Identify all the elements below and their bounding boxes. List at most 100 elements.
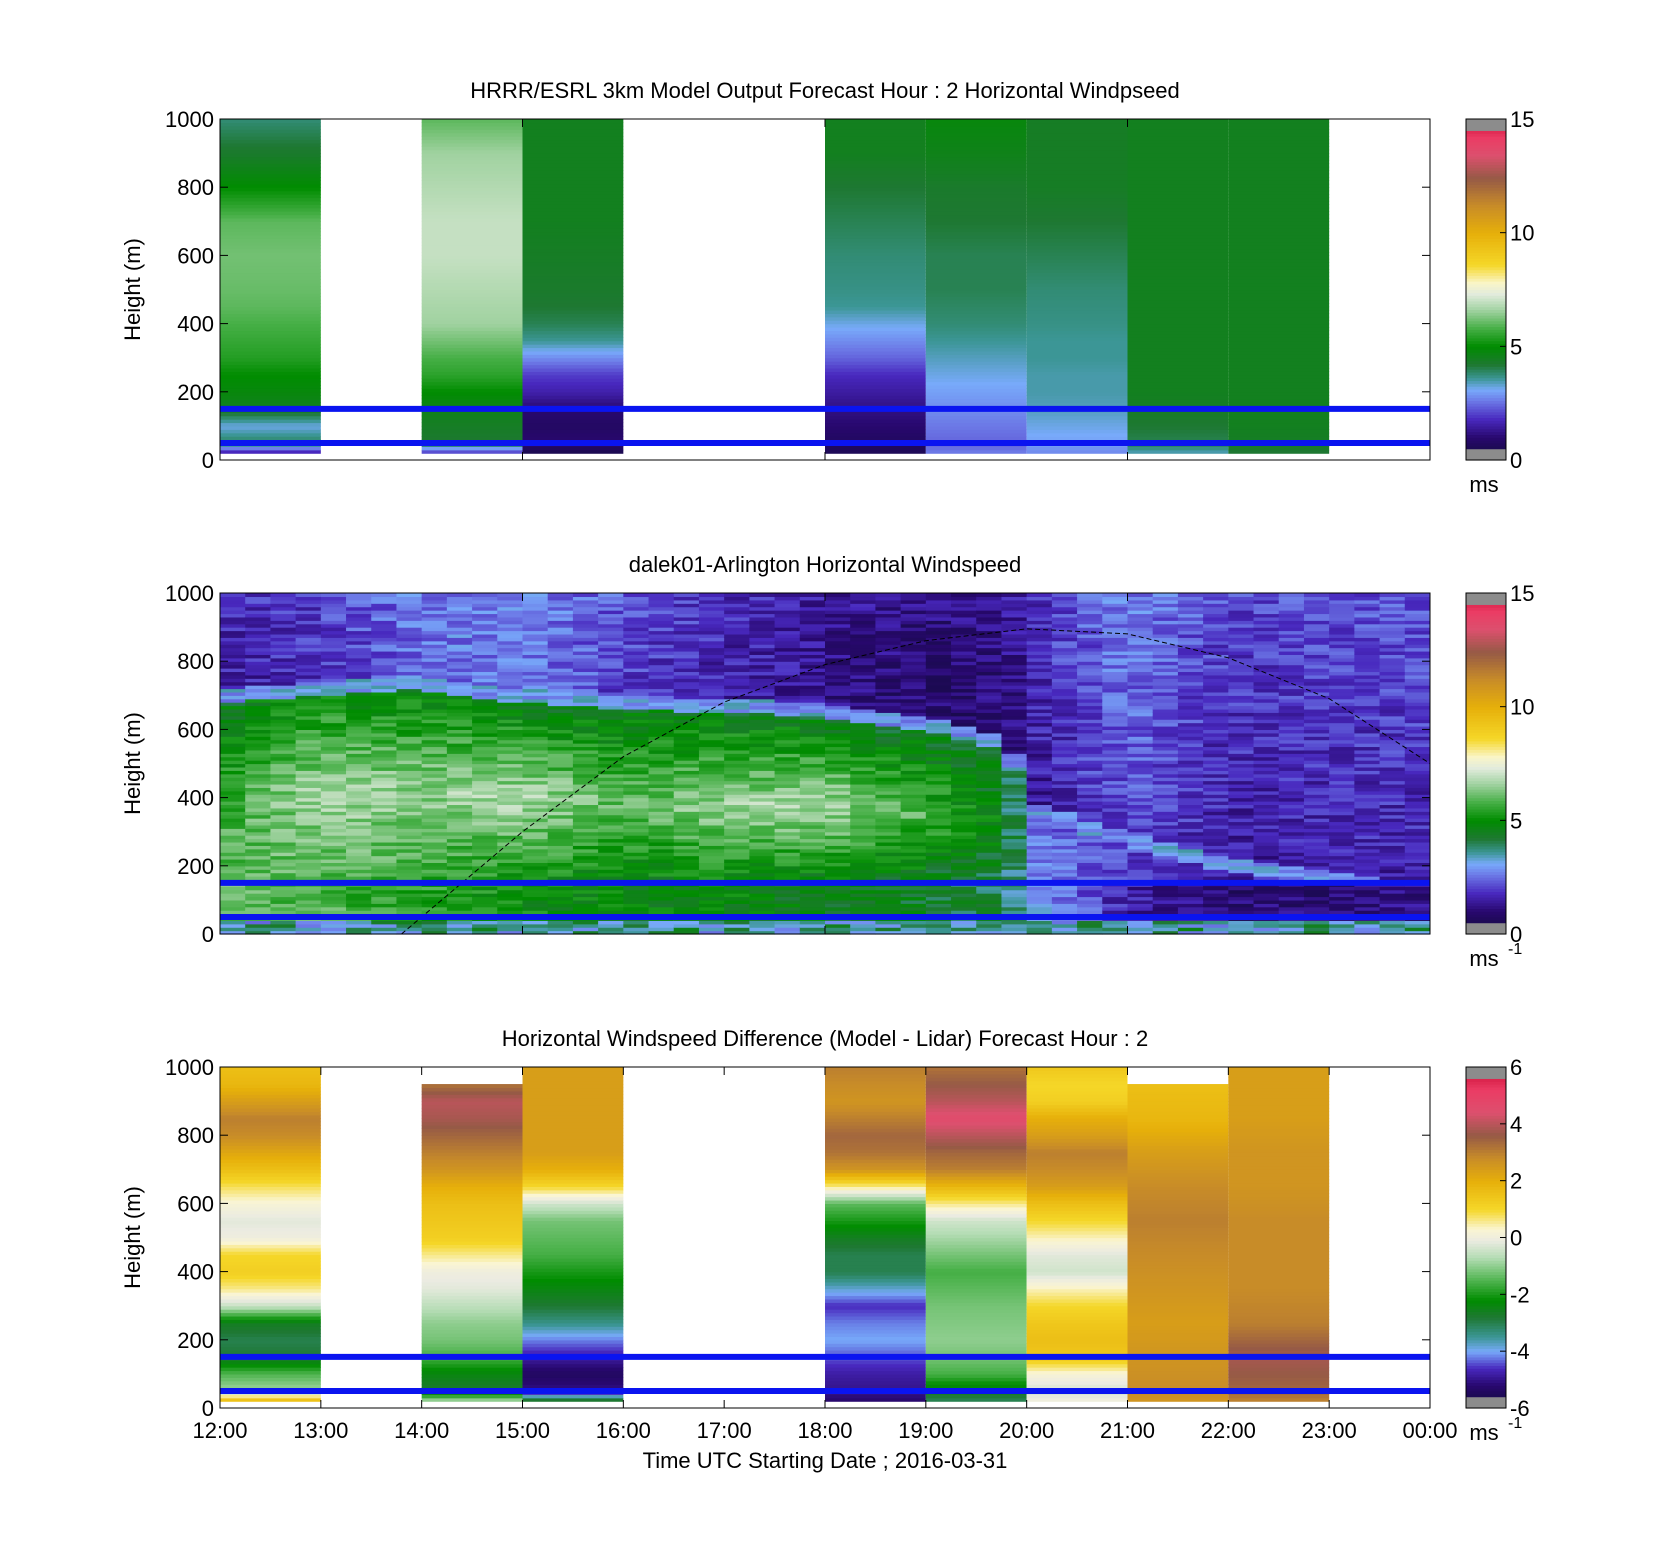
- heatmap-cell: [1102, 872, 1128, 877]
- heatmap-cell: [774, 610, 801, 615]
- heatmap-cell: [1127, 139, 1229, 144]
- heatmap-cell: [623, 603, 650, 608]
- heatmap-cell: [774, 657, 801, 662]
- heatmap-cell: [1026, 204, 1128, 209]
- heatmap-cell: [976, 708, 1002, 713]
- heatmap-cell: [421, 749, 448, 754]
- colorbar-segment: [1466, 320, 1506, 325]
- heatmap-cell: [1001, 760, 1028, 765]
- heatmap-cell: [446, 794, 473, 799]
- heatmap-cell: [749, 783, 776, 788]
- heatmap-cell: [698, 688, 725, 693]
- heatmap-cell: [522, 691, 549, 696]
- heatmap-cell: [925, 899, 952, 904]
- heatmap-cell: [396, 801, 423, 806]
- heatmap-cell: [825, 838, 851, 843]
- heatmap-cell: [346, 818, 372, 823]
- heatmap-cell: [1001, 899, 1028, 904]
- heatmap-cell: [825, 654, 851, 659]
- heatmap-cell: [1051, 695, 1078, 700]
- heatmap-cell: [925, 664, 952, 669]
- heatmap-cell: [1001, 838, 1028, 843]
- heatmap-cell: [472, 599, 498, 604]
- heatmap-cell: [497, 732, 523, 737]
- heatmap-cell: [472, 657, 498, 662]
- heatmap-cell: [976, 889, 1002, 894]
- heatmap-cell: [270, 725, 297, 730]
- heatmap-cell: [270, 623, 297, 628]
- heatmap-cell: [925, 163, 1027, 168]
- heatmap-cell: [371, 739, 397, 744]
- heatmap-cell: [396, 644, 423, 649]
- heatmap-cell: [1001, 756, 1028, 761]
- heatmap-cell: [1026, 777, 1053, 782]
- heatmap-cell: [1102, 852, 1128, 857]
- heatmap-cell: [220, 828, 246, 833]
- heatmap-cell: [1077, 637, 1103, 642]
- heatmap-cell: [825, 845, 851, 850]
- heatmap-cell: [1228, 217, 1330, 222]
- heatmap-cell: [446, 886, 473, 891]
- heatmap-cell: [598, 845, 624, 850]
- heatmap-cell: [1051, 770, 1078, 775]
- heatmap-cell: [673, 814, 700, 819]
- heatmap-cell: [951, 899, 977, 904]
- heatmap-cell: [396, 599, 423, 604]
- heatmap-cell: [825, 732, 851, 737]
- heatmap-cell: [925, 743, 952, 748]
- heatmap-cell: [724, 599, 750, 604]
- heatmap-cell: [472, 886, 498, 891]
- heatmap-cell: [1077, 725, 1103, 730]
- heatmap-cell: [1026, 211, 1128, 216]
- heatmap-cell: [648, 620, 675, 625]
- heatmap-cell: [1077, 627, 1103, 632]
- heatmap-cell: [900, 610, 927, 615]
- heatmap-cell: [270, 838, 297, 843]
- heatmap-cell: [346, 637, 372, 642]
- heatmap-cell: [1228, 364, 1330, 369]
- heatmap-cell: [572, 797, 599, 802]
- heatmap-cell: [749, 814, 776, 819]
- heatmap-cell: [925, 238, 1027, 243]
- data-column: [825, 119, 926, 454]
- heatmap-cell: [346, 845, 372, 850]
- heatmap-cell: [900, 903, 927, 908]
- heatmap-cell: [572, 685, 599, 690]
- heatmap-cell: [799, 903, 826, 908]
- heatmap-cell: [598, 794, 624, 799]
- heatmap-cell: [1177, 824, 1204, 829]
- heatmap-cell: [1077, 712, 1103, 717]
- heatmap-cell: [522, 722, 549, 727]
- heatmap-cell: [295, 794, 322, 799]
- heatmap-cell: [1127, 388, 1229, 393]
- heatmap-cell: [825, 613, 851, 618]
- heatmap-cell: [1152, 603, 1179, 608]
- heatmap-cell: [749, 852, 776, 857]
- heatmap-cell: [1051, 828, 1078, 833]
- heatmap-cell: [295, 661, 322, 666]
- heatmap-cell: [1102, 613, 1128, 618]
- colorbar-segment: [1466, 442, 1506, 447]
- heatmap-cell: [976, 886, 1002, 891]
- heatmap-cell: [421, 698, 448, 703]
- heatmap-cell: [547, 872, 574, 877]
- heatmap-cell: [320, 732, 347, 737]
- heatmap-cell: [799, 599, 826, 604]
- heatmap-cell: [1102, 923, 1128, 928]
- heatmap-cell: [875, 831, 902, 836]
- heatmap-cell: [1077, 623, 1103, 628]
- heatmap-cell: [1228, 136, 1330, 141]
- heatmap-cell: [220, 122, 321, 127]
- heatmap-cell: [925, 753, 952, 758]
- heatmap-cell: [925, 906, 952, 911]
- heatmap-cell: [1026, 258, 1128, 263]
- heatmap-cell: [774, 712, 801, 717]
- heatmap-cell: [1127, 436, 1229, 441]
- heatmap-cell: [925, 807, 952, 812]
- data-column: [749, 593, 776, 935]
- heatmap-cell: [875, 650, 902, 655]
- heatmap-cell: [421, 344, 523, 349]
- heatmap-cell: [724, 661, 750, 666]
- heatmap-cell: [245, 616, 271, 621]
- heatmap-cell: [673, 903, 700, 908]
